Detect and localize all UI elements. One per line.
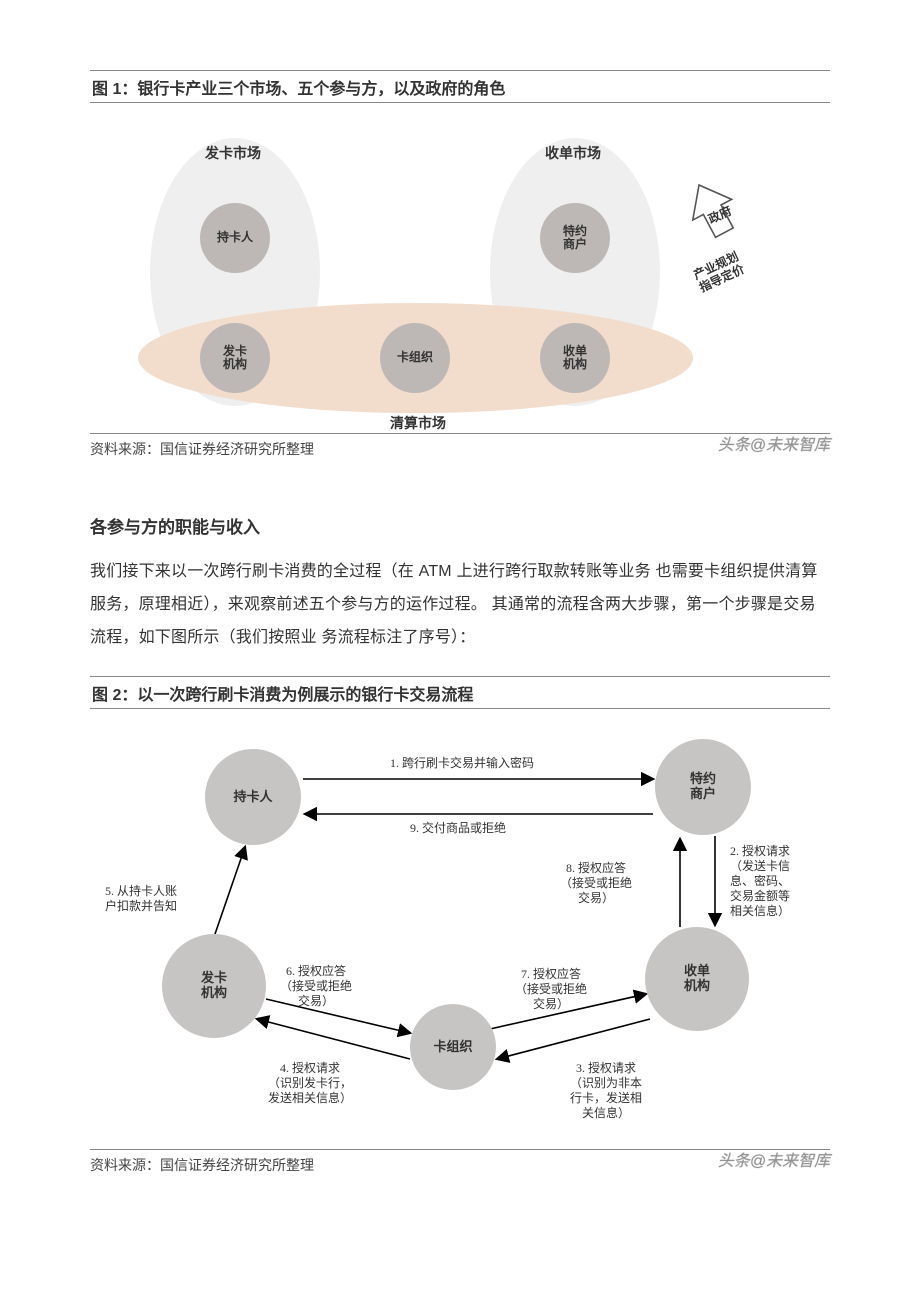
figure-2-title: 图 2：以一次跨行刷卡消费为例展示的银行卡交易流程 (90, 677, 830, 709)
section-roles: 各参与方的职能与收入 我们接下来以一次跨行刷卡消费的全过程（在 ATM 上进行跨… (90, 513, 830, 654)
node-merchant: 特约 商户 (540, 203, 610, 273)
edge-lbl-9: 9. 交付商品或拒绝 (410, 821, 506, 836)
figure-2-footer: 资料来源：国信证券经济研究所整理 头条@未来智库 (90, 1149, 830, 1177)
edge-lbl-7: 7. 授权应答 （接受或拒绝 交易） (515, 967, 587, 1012)
section-heading: 各参与方的职能与收入 (90, 513, 830, 538)
node-issuer: 发卡 机构 (200, 323, 270, 393)
figure-1-footer: 资料来源：国信证券经济研究所整理 头条@未来智库 (90, 433, 830, 461)
market-label-clear: 清算市场 (390, 413, 446, 433)
figure-2-source: 资料来源：国信证券经济研究所整理 (90, 1155, 314, 1175)
figure-2-watermark: 头条@未来智库 (718, 1147, 830, 1171)
market-label-acquire: 收单市场 (545, 143, 601, 163)
figure-1-body: 发卡市场 收单市场 清算市场 持卡人 特约 商户 发卡 机构 卡组织 收单 机构… (90, 103, 830, 433)
figure-1-watermark: 头条@未来智库 (718, 431, 830, 455)
node2-merchant: 特约 商户 (655, 739, 751, 835)
node-org: 卡组织 (380, 323, 450, 393)
edge-lbl-4: 4. 授权请求 （识别发卡行， 发送相关信息） (268, 1061, 352, 1106)
node2-org: 卡组织 (410, 1004, 496, 1090)
node-acquirer: 收单 机构 (540, 323, 610, 393)
node2-issuer: 发卡 机构 (162, 934, 266, 1038)
gov-sublabel: 产业规划 指导定价 (691, 249, 747, 295)
figure-2-body: 持卡人 特约 商户 发卡 机构 收单 机构 卡组织 1. 跨行刷卡交易并输入密码… (90, 709, 830, 1149)
node-holder: 持卡人 (200, 203, 270, 273)
market-label-issue: 发卡市场 (205, 143, 261, 163)
edge-lbl-6: 6. 授权应答 （接受或拒绝 交易） (280, 964, 352, 1009)
node2-holder: 持卡人 (205, 749, 301, 845)
edge-lbl-1: 1. 跨行刷卡交易并输入密码 (390, 756, 534, 771)
edge-lbl-3: 3. 授权请求 （识别为非本 行卡，发送相 关信息） (570, 1061, 642, 1121)
edge-lbl-5: 5. 从持卡人账 户扣款并告知 (105, 884, 177, 914)
figure-1-title: 图 1：银行卡产业三个市场、五个参与方，以及政府的角色 (90, 71, 830, 103)
edge-lbl-2: 2. 授权请求 （发送卡信 息、密码、 交易金额等 相关信息） (730, 844, 790, 919)
figure-2: 图 2：以一次跨行刷卡消费为例展示的银行卡交易流程 持卡人 特 (90, 676, 830, 1177)
edge-lbl-8: 8. 授权应答 （接受或拒绝 交易） (560, 861, 632, 906)
section-paragraph: 我们接下来以一次跨行刷卡消费的全过程（在 ATM 上进行跨行取款转账等业务 也需… (90, 556, 830, 654)
figure-1: 图 1：银行卡产业三个市场、五个参与方，以及政府的角色 发卡市场 收单市场 清算… (90, 70, 830, 461)
figure-1-source: 资料来源：国信证券经济研究所整理 (90, 439, 314, 459)
node2-acquirer: 收单 机构 (645, 927, 749, 1031)
